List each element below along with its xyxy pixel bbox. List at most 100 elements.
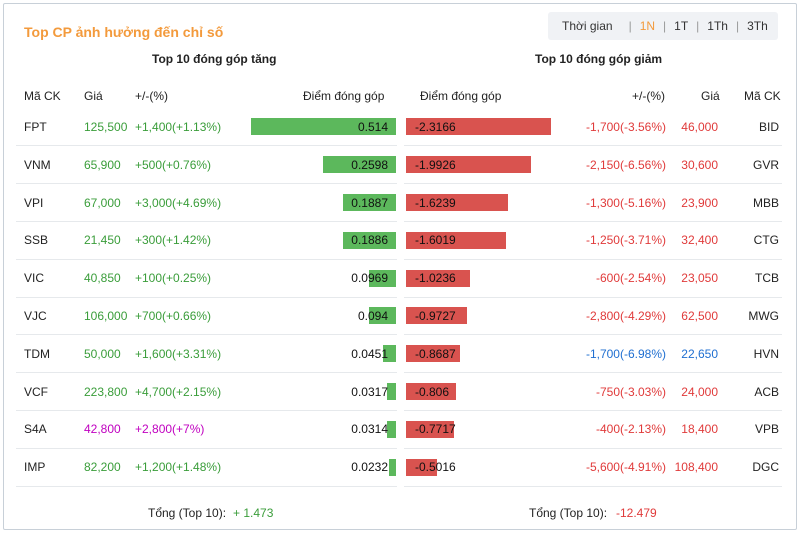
loser-change: -600(-2.54%) bbox=[595, 271, 666, 286]
gainer-bar bbox=[369, 307, 396, 325]
gainer-code: TDM bbox=[24, 346, 50, 361]
row-divider bbox=[16, 296, 397, 298]
loser-bar bbox=[406, 231, 507, 249]
loser-points: -2.3166 bbox=[415, 119, 456, 134]
row-divider bbox=[16, 409, 397, 411]
loser-price: 108,400 bbox=[674, 460, 718, 475]
row-divider bbox=[404, 258, 782, 260]
loser-change: -1,700(-6.98%) bbox=[585, 346, 666, 361]
loser-code: DGC bbox=[752, 460, 779, 475]
loser-price: 22,650 bbox=[681, 346, 718, 361]
loser-bar bbox=[406, 458, 438, 476]
gainer-bar bbox=[368, 269, 396, 287]
gainer-bar bbox=[342, 194, 396, 211]
loser-bar bbox=[406, 118, 551, 136]
row-divider bbox=[404, 220, 782, 222]
loser-change: -5,600(-4.91%) bbox=[585, 460, 666, 475]
row-divider bbox=[16, 258, 397, 260]
gainer-code: SSB bbox=[24, 233, 49, 248]
row-divider bbox=[16, 485, 397, 487]
gainers-header-price: Giá bbox=[84, 89, 103, 103]
loser-bar bbox=[406, 269, 471, 287]
timeframe-separator: | bbox=[663, 19, 667, 33]
row-divider bbox=[16, 183, 397, 185]
gainer-bar bbox=[387, 383, 396, 400]
row-divider bbox=[16, 334, 397, 336]
loser-code: HVN bbox=[753, 346, 779, 361]
gainer-change: +3,000(+4.69%) bbox=[135, 195, 222, 210]
gainer-change: +1,200(+1.48%) bbox=[135, 460, 222, 475]
timeframe-separator: | bbox=[735, 19, 740, 33]
gainer-price: 82,200 bbox=[84, 460, 121, 475]
timeframe-option-1th[interactable]: 1Th bbox=[707, 19, 728, 33]
losers-total-value: -12.479 bbox=[616, 506, 657, 520]
gainer-points: 0.0969 bbox=[351, 271, 388, 286]
gainer-points: 0.2598 bbox=[351, 157, 388, 172]
loser-bar bbox=[406, 345, 461, 363]
gainer-bar bbox=[322, 156, 396, 174]
timeframe-label: Thời gian bbox=[562, 19, 613, 33]
widget-frame bbox=[3, 3, 797, 530]
gainer-bar bbox=[389, 458, 396, 476]
gainer-change: +100(+0.25%) bbox=[135, 271, 212, 286]
loser-points: -0.806 bbox=[415, 384, 450, 399]
loser-code: MWG bbox=[748, 308, 779, 323]
loser-price: 62,500 bbox=[681, 308, 718, 323]
gainers-header-change: +/-(%) bbox=[135, 89, 168, 103]
gainers-total-value: + 1.473 bbox=[233, 506, 274, 520]
gainer-change: +500(+0.76%) bbox=[135, 157, 212, 172]
loser-bar bbox=[406, 420, 455, 438]
gainer-price: 106,000 bbox=[84, 308, 128, 323]
gainer-points: 0.0451 bbox=[351, 346, 388, 361]
gainer-price: 65,900 bbox=[84, 157, 121, 172]
gainer-price: 67,000 bbox=[84, 195, 121, 210]
gainer-bar bbox=[342, 231, 396, 249]
timeframe-option-1t[interactable]: 1T bbox=[674, 19, 689, 33]
loser-points: -1.0236 bbox=[415, 271, 456, 286]
loser-change: -2,150(-6.56%) bbox=[585, 157, 666, 172]
loser-points: -0.5016 bbox=[415, 460, 456, 475]
gainers-header-code: Mã CK bbox=[24, 89, 61, 103]
gainer-price: 40,850 bbox=[84, 271, 121, 286]
timeframe-separator: | bbox=[628, 19, 632, 33]
gainer-price: 21,450 bbox=[84, 233, 121, 248]
gainer-price: 50,000 bbox=[84, 346, 121, 361]
loser-code: VPB bbox=[754, 422, 779, 437]
gainer-code: S4A bbox=[24, 422, 47, 437]
row-divider bbox=[16, 372, 397, 374]
gainer-change: +700(+0.66%) bbox=[135, 308, 212, 323]
gainer-price: 42,800 bbox=[84, 422, 121, 437]
gainers-total-label: Tổng (Top 10): bbox=[148, 506, 227, 520]
timeframe-option-3th[interactable]: 3Th bbox=[747, 19, 768, 33]
timeframe-option-1n[interactable]: 1N bbox=[639, 19, 656, 33]
row-divider bbox=[404, 296, 782, 298]
gainer-bar bbox=[387, 420, 396, 438]
row-divider bbox=[404, 409, 782, 411]
loser-code: GVR bbox=[752, 157, 779, 172]
gainer-points: 0.1887 bbox=[351, 195, 388, 210]
gainer-code: VJC bbox=[24, 308, 47, 323]
loser-code: CTG bbox=[753, 233, 779, 248]
loser-change: -1,250(-3.71%) bbox=[585, 233, 666, 248]
gainer-change: +300(+1.42%) bbox=[135, 233, 212, 248]
gainer-change: +4,700(+2.15%) bbox=[135, 384, 222, 399]
loser-price: 46,000 bbox=[681, 119, 718, 134]
loser-code: MBB bbox=[752, 195, 779, 210]
losers-header-price: Giá bbox=[701, 89, 720, 103]
loser-price: 32,400 bbox=[681, 233, 718, 248]
gainer-points: 0.0232 bbox=[351, 460, 388, 475]
loser-points: -0.8687 bbox=[415, 346, 456, 361]
timeframe-selector: Thời gian | 1N | 1T | 1Th | 3Th bbox=[548, 12, 778, 40]
widget-title: Top CP ảnh hưởng đến chỉ số bbox=[24, 24, 224, 40]
gainer-bar bbox=[383, 345, 396, 363]
gainer-change: +1,600(+3.31%) bbox=[135, 346, 222, 361]
row-divider bbox=[16, 145, 397, 147]
gainer-code: VIC bbox=[24, 271, 45, 286]
gainer-points: 0.094 bbox=[357, 308, 388, 323]
gainer-price: 223,800 bbox=[84, 384, 128, 399]
loser-bar bbox=[406, 156, 531, 174]
gainer-code: VNM bbox=[24, 157, 51, 172]
gainer-points: 0.1886 bbox=[351, 233, 388, 248]
gainer-code: FPT bbox=[24, 119, 47, 134]
gainer-price: 125,500 bbox=[84, 119, 128, 134]
